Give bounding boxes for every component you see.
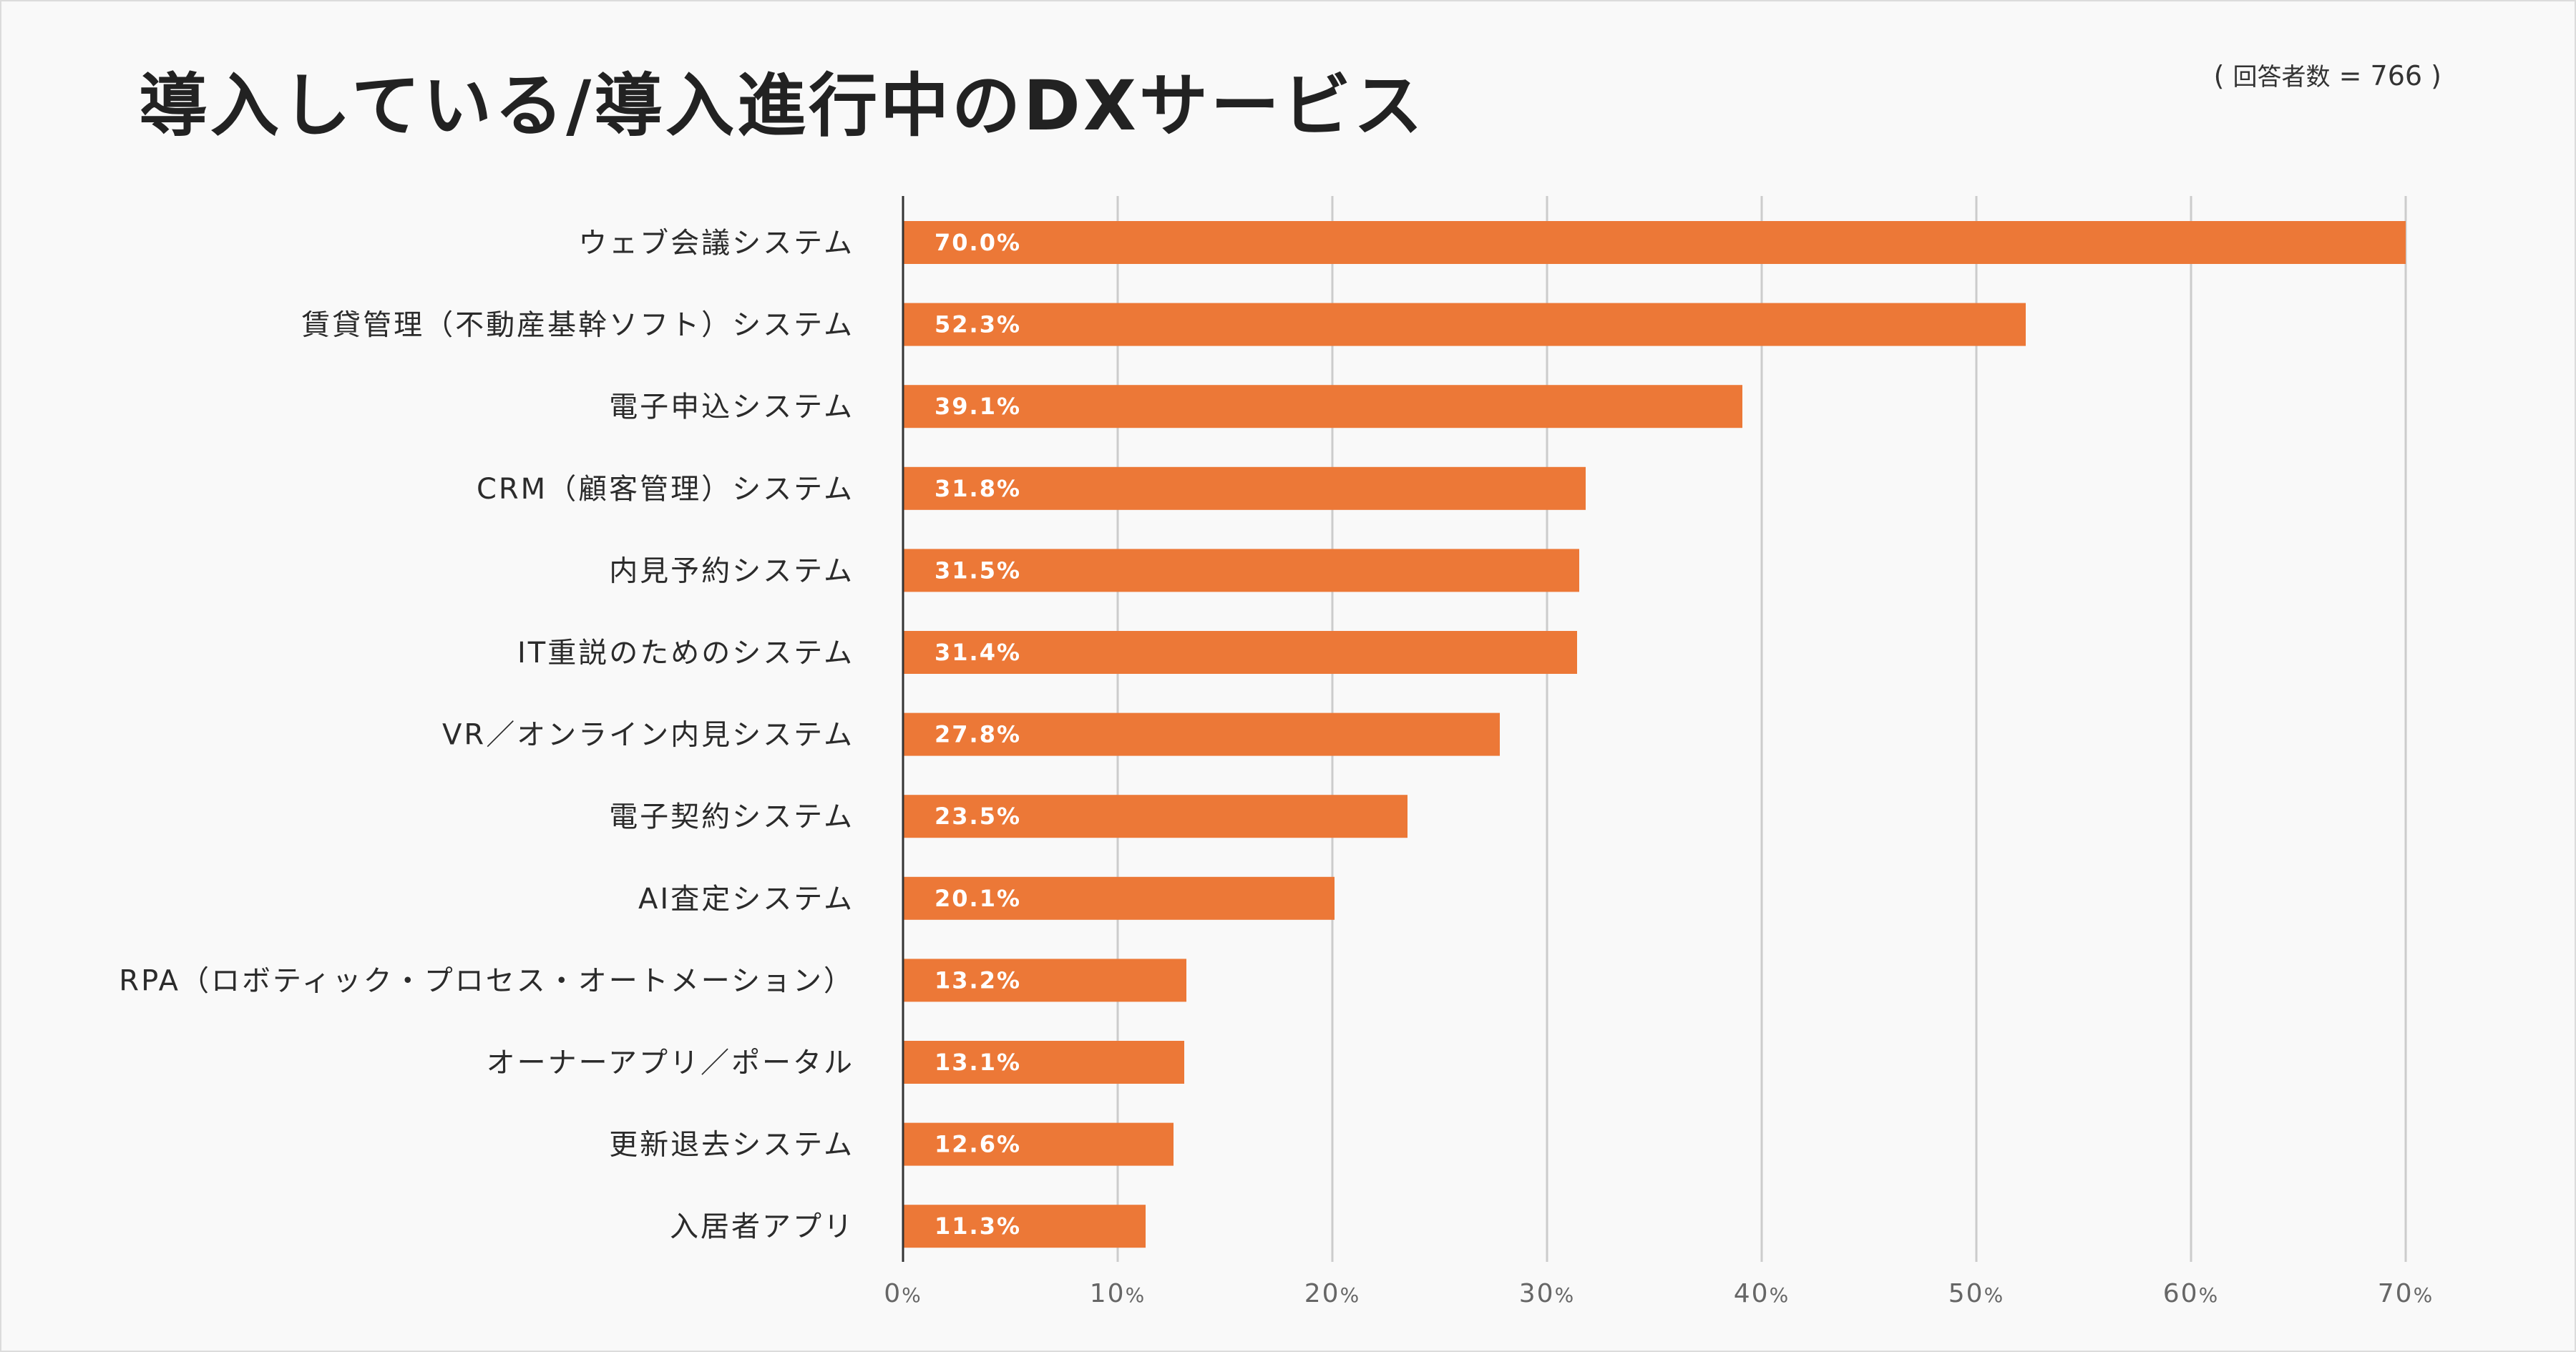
bar-8 xyxy=(903,795,1407,838)
bar-12 xyxy=(903,1122,1174,1166)
x-tick-label: 0% xyxy=(884,1279,922,1308)
x-tick-label: 10% xyxy=(1090,1279,1146,1308)
respondent-count-note: ( 回答者数 = 766 ) xyxy=(2214,57,2441,92)
category-label: 電子契約システム xyxy=(609,800,854,833)
bar-4 xyxy=(903,466,1586,510)
bar-value-label: 13.2% xyxy=(935,966,1021,994)
bar-value-label: 52.3% xyxy=(935,311,1021,338)
category-label: 入居者アプリ xyxy=(670,1210,854,1243)
category-label: 更新退去システム xyxy=(609,1129,854,1162)
x-tick-value: 60 xyxy=(2163,1279,2199,1308)
bar-value-label: 31.4% xyxy=(935,639,1021,666)
x-tick-unit: % xyxy=(1984,1283,2005,1307)
bar-10 xyxy=(903,959,1186,1002)
category-label: 賃貸管理（不動産基幹ソフト）システム xyxy=(301,309,854,342)
bar-3 xyxy=(903,385,1742,428)
x-tick-unit: % xyxy=(1126,1283,1146,1307)
x-tick-label: 20% xyxy=(1304,1279,1360,1308)
bar-9 xyxy=(903,876,1335,920)
category-label: CRM（顧客管理）システム xyxy=(477,473,854,506)
bar-11 xyxy=(903,1041,1184,1084)
x-tick-unit: % xyxy=(902,1283,922,1307)
x-tick-value: 20 xyxy=(1304,1279,1340,1308)
bar-6 xyxy=(903,631,1577,674)
category-label: オーナーアプリ／ポータル xyxy=(487,1047,854,1079)
x-tick-label: 50% xyxy=(1948,1279,2004,1308)
bar-value-label: 13.1% xyxy=(935,1049,1021,1076)
x-tick-label: 30% xyxy=(1519,1279,1575,1308)
bar-value-label: 20.1% xyxy=(935,885,1021,912)
category-label: ウェブ会議システム xyxy=(578,227,854,260)
bar-value-label: 12.6% xyxy=(935,1131,1021,1158)
x-tick-unit: % xyxy=(2199,1283,2220,1307)
category-label: VR／オンライン内見システム xyxy=(442,719,854,752)
x-tick-unit: % xyxy=(1770,1283,1790,1307)
bar-value-label: 31.8% xyxy=(935,475,1021,502)
category-label: 電子申込システム xyxy=(609,391,854,423)
bars: 70.0% 52.3% 39.1% 31.8% 31.5% 31.4% 27.8% 23.5%… xyxy=(903,221,2406,1248)
bar-value-label: 31.5% xyxy=(935,557,1021,584)
bar-value-label: 27.8% xyxy=(935,721,1021,748)
category-label: RPA（ロボティック・プロセス・オートメーション） xyxy=(119,964,854,997)
category-label: 内見予約システム xyxy=(609,554,854,587)
x-tick-unit: % xyxy=(2414,1283,2434,1307)
bar-value-label: 23.5% xyxy=(935,803,1021,830)
x-tick-label: 70% xyxy=(2378,1279,2434,1308)
x-tick-unit: % xyxy=(1340,1283,1361,1307)
chart-title: 導入している/導入進行中のDXサービス xyxy=(139,66,1425,146)
bar-1 xyxy=(903,221,2406,264)
bar-value-label: 11.3% xyxy=(935,1213,1021,1240)
bar-7 xyxy=(903,712,1500,756)
x-tick-label: 60% xyxy=(2163,1279,2219,1308)
bar-value-label: 39.1% xyxy=(935,393,1021,420)
x-tick-value: 40 xyxy=(1734,1279,1770,1308)
note-label: 回答者数 xyxy=(2233,63,2331,92)
note-count: = 766 xyxy=(2338,60,2423,92)
x-tick-value: 30 xyxy=(1519,1279,1555,1308)
x-tick-value: 50 xyxy=(1948,1279,1984,1308)
note-open-paren: ( xyxy=(2213,60,2225,92)
bar-2 xyxy=(903,303,2026,346)
x-tick-value: 10 xyxy=(1090,1279,1126,1308)
note-close-paren: ) xyxy=(2431,60,2441,92)
x-tick-label: 40% xyxy=(1734,1279,1790,1308)
bar-5 xyxy=(903,549,1579,592)
category-label: AI査定システム xyxy=(638,883,854,916)
x-tick-unit: % xyxy=(1555,1283,1576,1307)
x-tick-value: 0 xyxy=(884,1279,902,1308)
bar-13 xyxy=(903,1205,1146,1248)
bar-value-label: 70.0% xyxy=(935,229,1021,256)
x-tick-value: 70 xyxy=(2378,1279,2414,1308)
x-axis-ticks: 0% 10% 20% 30% 40% 50% 60% 70% xyxy=(884,1279,2434,1308)
category-label: IT重説のためのシステム xyxy=(517,637,854,670)
